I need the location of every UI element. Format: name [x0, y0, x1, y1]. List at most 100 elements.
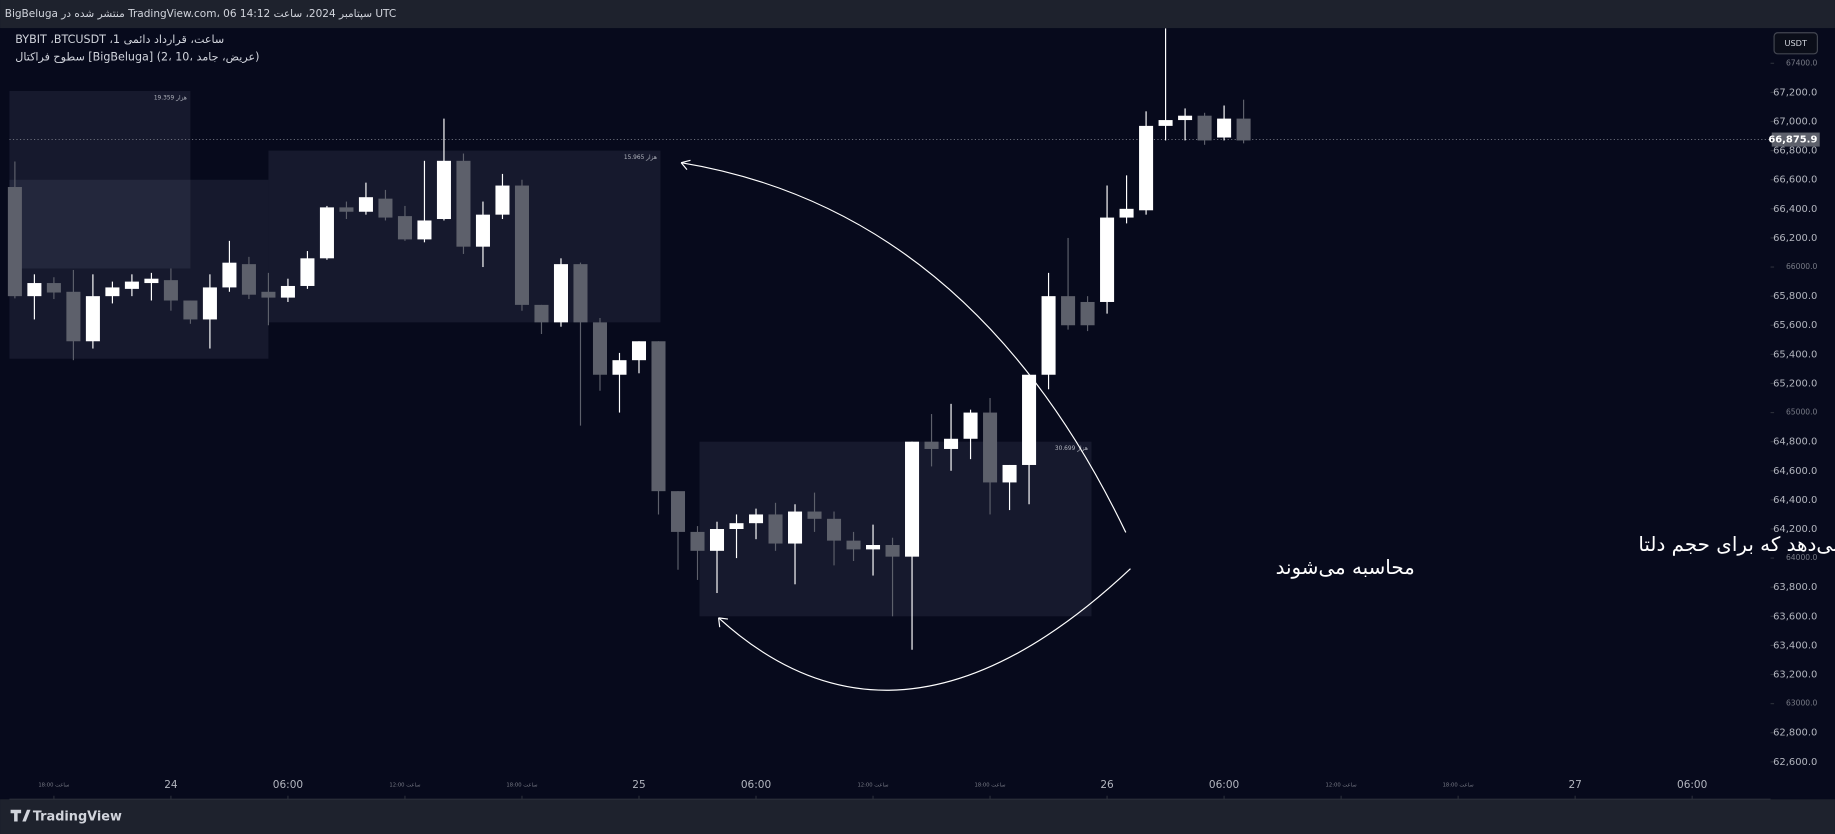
header-text: BigBeluga منتشر شده در TradingView.com، …	[5, 8, 396, 20]
candle-body	[27, 283, 42, 297]
header-bar	[0, 0, 1835, 29]
candle-body	[924, 441, 939, 449]
candle-body	[631, 341, 647, 361]
candle-body	[378, 198, 393, 218]
candle-body	[124, 281, 139, 289]
y-tick-label: 64000.0	[1786, 553, 1818, 562]
range-box	[9, 90, 191, 269]
candle-body	[1178, 115, 1193, 121]
candle-body	[7, 187, 22, 297]
footer-bar	[0, 799, 1835, 834]
y-tick-label: 64,600.0	[1773, 466, 1817, 477]
candle-body	[983, 412, 998, 483]
candle-body	[534, 304, 549, 323]
candle-body	[963, 412, 978, 439]
candle-body	[885, 545, 900, 557]
candle-body	[66, 291, 81, 342]
candle-body	[729, 523, 744, 529]
y-tick-label: 66,800.0	[1773, 146, 1817, 157]
logo-icon	[10, 809, 31, 822]
y-tick-label: 65,800.0	[1773, 291, 1817, 302]
y-tick-label: 65,200.0	[1773, 378, 1817, 389]
chart-title: BYBIT ،BTCUSDT ،1 ساعت، قرارداد دائمی	[15, 33, 224, 46]
y-tick-label: 66,400.0	[1773, 204, 1817, 215]
x-tick-label: 06:00	[741, 779, 771, 791]
x-tick-label: ساعت 18:00	[38, 783, 69, 789]
candle-body	[202, 287, 217, 320]
candle-body	[1002, 464, 1017, 483]
candles	[7, 28, 1251, 650]
last-price-label: 66,875.9	[1768, 135, 1817, 146]
y-tick-label: 63,200.0	[1773, 670, 1817, 681]
candle-body	[670, 491, 686, 532]
candle-body	[553, 264, 569, 323]
candle-body	[846, 540, 861, 550]
y-tick-label: 66,200.0	[1773, 233, 1817, 244]
candle-body	[1139, 125, 1154, 211]
x-tick-label: ساعت 12:00	[1326, 783, 1357, 789]
candle-body	[183, 300, 198, 320]
candle-body	[280, 285, 295, 298]
currency-button-label[interactable]: USDT	[1784, 38, 1807, 48]
currency-button[interactable]	[1773, 32, 1818, 55]
candle-body	[1100, 217, 1115, 302]
candle-body	[475, 214, 490, 247]
candle-body	[261, 291, 276, 298]
y-tick-label: 62,800.0	[1773, 728, 1817, 739]
y-tick-label: 66000.0	[1786, 262, 1818, 271]
candle-body	[827, 518, 842, 541]
y-tick-label: 63,600.0	[1773, 611, 1817, 622]
candle-body	[241, 264, 256, 295]
candle-body	[1080, 301, 1095, 326]
candle-body	[456, 160, 471, 247]
candle-body	[866, 545, 881, 550]
range-box-label: 30.699 هزار	[1055, 446, 1088, 452]
chart-subtitle: سطوح فراکتال [BigBeluga] (2، 10، عریض، ج…	[15, 50, 259, 64]
candle-body	[1119, 208, 1134, 218]
y-tick-label: 64,800.0	[1773, 437, 1817, 448]
y-tick-label: 65,400.0	[1773, 349, 1817, 360]
candle-body	[651, 341, 666, 492]
candle-body	[85, 296, 100, 342]
candle-body	[1217, 118, 1232, 138]
candle-body	[1158, 120, 1173, 126]
arrow	[718, 568, 1131, 691]
candle-body	[768, 514, 783, 544]
axes: 67400.0 67,200.0 67,000.0 66,800.0 66,600.0 6…	[9, 58, 1820, 800]
candle-body	[46, 283, 61, 293]
range-box	[699, 441, 1092, 617]
candle-body	[300, 258, 315, 286]
candle-body	[807, 511, 822, 519]
candle-body	[339, 207, 354, 212]
annotation-line: محاسبه می‌شوند	[1276, 556, 1415, 579]
candle-body	[1236, 118, 1251, 141]
x-tick-label: ساعت 18:00	[506, 783, 537, 789]
footer-logo: TradingView	[33, 809, 122, 824]
y-tick-label: 63000.0	[1786, 699, 1818, 708]
candle-body	[592, 322, 608, 375]
x-tick-label: 25	[632, 779, 645, 791]
y-tick-label: 67,200.0	[1773, 87, 1817, 98]
y-tick-label: 64,200.0	[1773, 524, 1817, 535]
range-box-label: 15.965 هزار	[624, 155, 657, 161]
y-tick-label: 63,800.0	[1773, 582, 1817, 593]
last-price-tag	[1771, 132, 1820, 147]
candle-body	[573, 264, 588, 323]
candle-body	[397, 216, 412, 240]
y-tick-label: 64,400.0	[1773, 495, 1817, 506]
x-tick-label: ساعت 18:00	[974, 783, 1005, 789]
candle-body	[1022, 374, 1037, 465]
x-tick-label: 27	[1568, 779, 1581, 791]
candle-body	[905, 441, 920, 557]
y-tick-label: 65000.0	[1786, 408, 1818, 417]
y-tick-label: 62,600.0	[1773, 757, 1817, 768]
x-tick-label: ساعت 12:00	[857, 783, 888, 789]
candle-body	[436, 160, 451, 220]
candle-body	[144, 278, 159, 284]
candle-body	[105, 287, 120, 297]
candle-body	[222, 262, 237, 288]
candle-body	[612, 360, 627, 375]
x-tick-label: 06:00	[1209, 779, 1239, 791]
